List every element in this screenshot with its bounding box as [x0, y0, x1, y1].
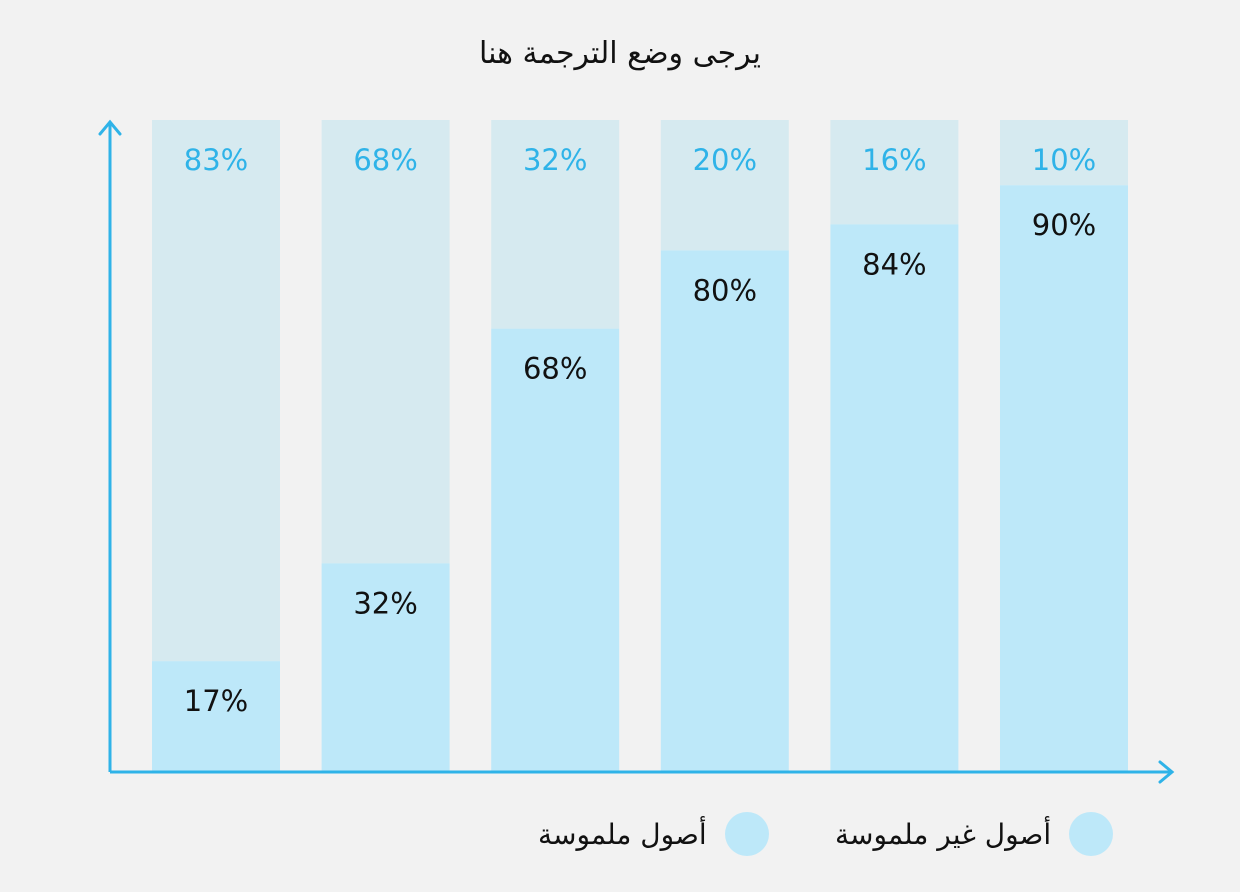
- data-label-tangible-6: 10%: [1032, 143, 1096, 177]
- data-label-tangible-4: 20%: [693, 143, 757, 177]
- legend-label-tangible-assets: أصول ملموسة: [538, 817, 707, 851]
- bar-intangible-3: [491, 328, 620, 772]
- bar-tangible-4: [660, 120, 789, 251]
- x-axis-arrow-icon: [1158, 760, 1175, 784]
- data-label-intangible-2: 32%: [353, 586, 417, 620]
- data-label-tangible-3: 32%: [523, 143, 587, 177]
- bar-intangible-4: [660, 250, 789, 772]
- bar-tangible-5: [830, 120, 959, 225]
- bar-tangible-3: [491, 120, 620, 329]
- data-label-intangible-1: 17%: [184, 684, 248, 718]
- bar-intangible-1: [152, 661, 280, 772]
- data-label-intangible-4: 80%: [693, 273, 757, 307]
- bar-tangible-2: [321, 120, 450, 564]
- chart-title: يرجى وضع الترجمة هنا: [478, 36, 762, 71]
- bar-intangible-2: [321, 563, 450, 772]
- y-axis-arrow-icon: [98, 119, 122, 136]
- data-label-tangible-5: 16%: [862, 143, 926, 177]
- legend-item-tangible-assets: أصول ملموسة: [538, 806, 769, 862]
- data-label-intangible-3: 68%: [523, 352, 587, 386]
- bar-intangible-6: [1000, 185, 1128, 772]
- legend-swatch-intangible-assets: [1069, 812, 1114, 856]
- bar-intangible-5: [830, 224, 959, 772]
- bar-tangible-1: [152, 120, 280, 662]
- legend-label-intangible-assets: أصول غير ملموسة: [835, 817, 1052, 851]
- legend-item-intangible-assets: أصول غير ملموسة: [835, 806, 1114, 862]
- data-label-tangible-2: 68%: [353, 143, 417, 177]
- bar-tangible-6: [1000, 120, 1128, 186]
- data-label-intangible-5: 84%: [862, 247, 926, 281]
- data-label-intangible-6: 90%: [1032, 208, 1096, 242]
- legend-swatch-tangible-assets: [724, 812, 769, 856]
- data-label-tangible-1: 83%: [184, 143, 248, 177]
